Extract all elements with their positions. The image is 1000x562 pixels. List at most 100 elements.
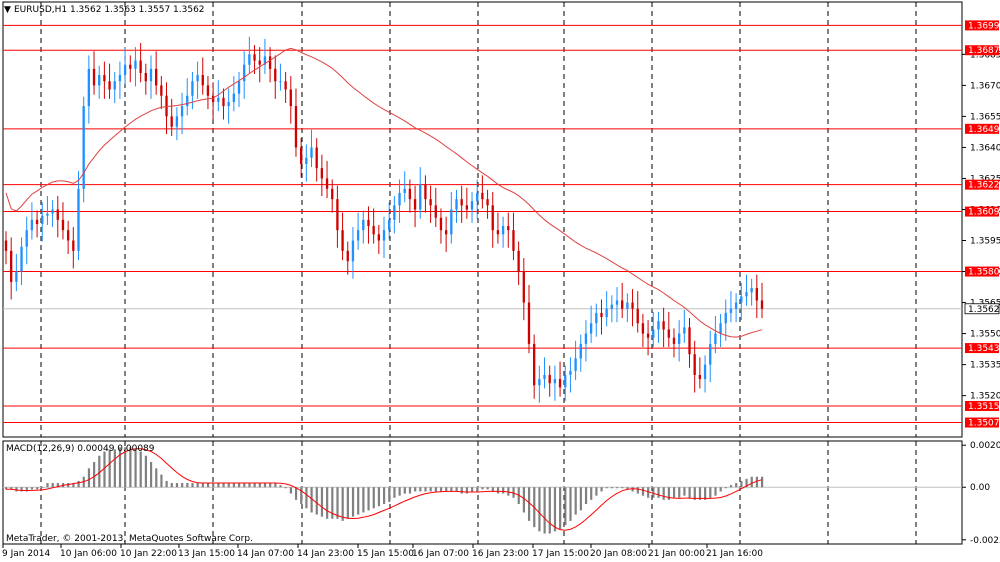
candle-body [134, 60, 137, 69]
candle-body [403, 188, 406, 193]
candle-body [284, 81, 287, 90]
macd-histogram-bar [320, 487, 324, 517]
candle-body [512, 230, 515, 251]
candle-body [253, 54, 256, 61]
macd-histogram-bar [439, 487, 443, 492]
level-label: 1.3515 [968, 402, 1000, 412]
candle-body [51, 209, 54, 214]
macd-histogram-bar [393, 487, 396, 498]
candle-body [434, 205, 437, 218]
macd-histogram-bar [647, 487, 650, 498]
macd-histogram-bar [113, 449, 116, 488]
macd-histogram-bar [414, 487, 417, 492]
time-label: 17 Jan 15:00 [532, 549, 589, 559]
macd-histogram-bar [253, 483, 256, 488]
macd-histogram-bar [408, 487, 412, 494]
candle-body [579, 343, 582, 359]
candle-body [154, 68, 158, 86]
macd-histogram-bar [98, 455, 101, 488]
macd-histogram-bar [243, 483, 246, 488]
candle-body [206, 85, 210, 96]
level-label-bg-3 [965, 179, 999, 190]
macd-signal-line [6, 448, 763, 531]
macd-histogram-bar [724, 487, 727, 489]
macd-histogram-bar [155, 468, 158, 488]
price-tick-label: 1.3655 [970, 112, 1000, 122]
macd-histogram-bar [455, 487, 458, 492]
macd-histogram-bar [729, 485, 733, 488]
macd-histogram-bar [693, 487, 696, 500]
candle-body [248, 54, 251, 65]
macd-histogram-bar [569, 487, 572, 521]
macd-histogram-bar [419, 487, 422, 492]
candle-body [522, 271, 525, 303]
candle-body [429, 199, 432, 206]
level-label-bg-8 [965, 417, 999, 428]
candle-body [98, 75, 101, 86]
macd-histogram-bar [279, 485, 282, 488]
candle-body [372, 226, 375, 235]
time-label: 16 Jan 23:00 [472, 549, 529, 559]
candle-body [714, 333, 717, 344]
candle-body [377, 234, 380, 241]
candle-body [595, 312, 598, 324]
macd-histogram-bar [564, 487, 567, 526]
level-label: 1.3649 [968, 125, 1000, 135]
macd-histogram-bar [512, 487, 515, 498]
macd-histogram-bar [600, 487, 603, 492]
candle-body [10, 250, 13, 282]
macd-histogram-bar [367, 487, 370, 511]
candle-body [294, 106, 298, 148]
candle-body [46, 213, 49, 216]
macd-histogram-bar [750, 476, 753, 488]
candle-body [87, 68, 91, 107]
candle-body [574, 358, 577, 371]
candle-body [217, 97, 220, 102]
macd-histogram-bar [761, 476, 764, 488]
candle-body [548, 374, 551, 384]
candle-body [77, 188, 80, 251]
candle-body [424, 184, 427, 200]
level-label-bg-1 [965, 45, 999, 56]
candle-body [408, 188, 412, 200]
macd-histogram-bar [595, 487, 598, 496]
macd-histogram-bar [496, 487, 500, 494]
macd-histogram-bar [51, 483, 54, 488]
candle-body [610, 304, 614, 309]
macd-histogram-bar [134, 449, 137, 488]
candle-body [455, 199, 458, 210]
candle-body [25, 230, 28, 247]
time-label: 21 Jan 00:00 [648, 549, 705, 559]
macd-histogram-bar [238, 483, 241, 488]
time-label: 16 Jan 07:00 [412, 549, 469, 559]
macd-histogram-bar [124, 447, 127, 488]
macd-histogram-bar [326, 487, 329, 519]
level-label: 1.3622 [968, 181, 1000, 191]
macd-histogram-bar [336, 487, 339, 519]
macd-histogram-bar [688, 487, 691, 498]
candle-body [129, 64, 132, 69]
macd-histogram-bar [740, 480, 743, 488]
macd-histogram-bar [46, 483, 49, 488]
candle-body [496, 230, 500, 235]
candle-body [615, 300, 619, 305]
macd-histogram-bar [222, 483, 225, 488]
macd-histogram-bar [683, 487, 686, 496]
candle-body [382, 230, 386, 241]
current-price-label-bg [964, 303, 1000, 315]
candle-body [600, 312, 603, 318]
macd-histogram-bar [672, 487, 676, 498]
macd-histogram-bar [626, 487, 629, 490]
macd-histogram-bar [165, 480, 168, 488]
candle-body [698, 374, 702, 380]
macd-histogram-bar [559, 487, 562, 530]
candle-body [755, 288, 758, 301]
level-label-bg-2 [965, 123, 999, 134]
candle-body [491, 205, 494, 231]
candle-body [750, 288, 753, 293]
macd-histogram-bar [641, 487, 645, 496]
macd-histogram-bar [36, 487, 39, 490]
candle-body [243, 64, 246, 82]
